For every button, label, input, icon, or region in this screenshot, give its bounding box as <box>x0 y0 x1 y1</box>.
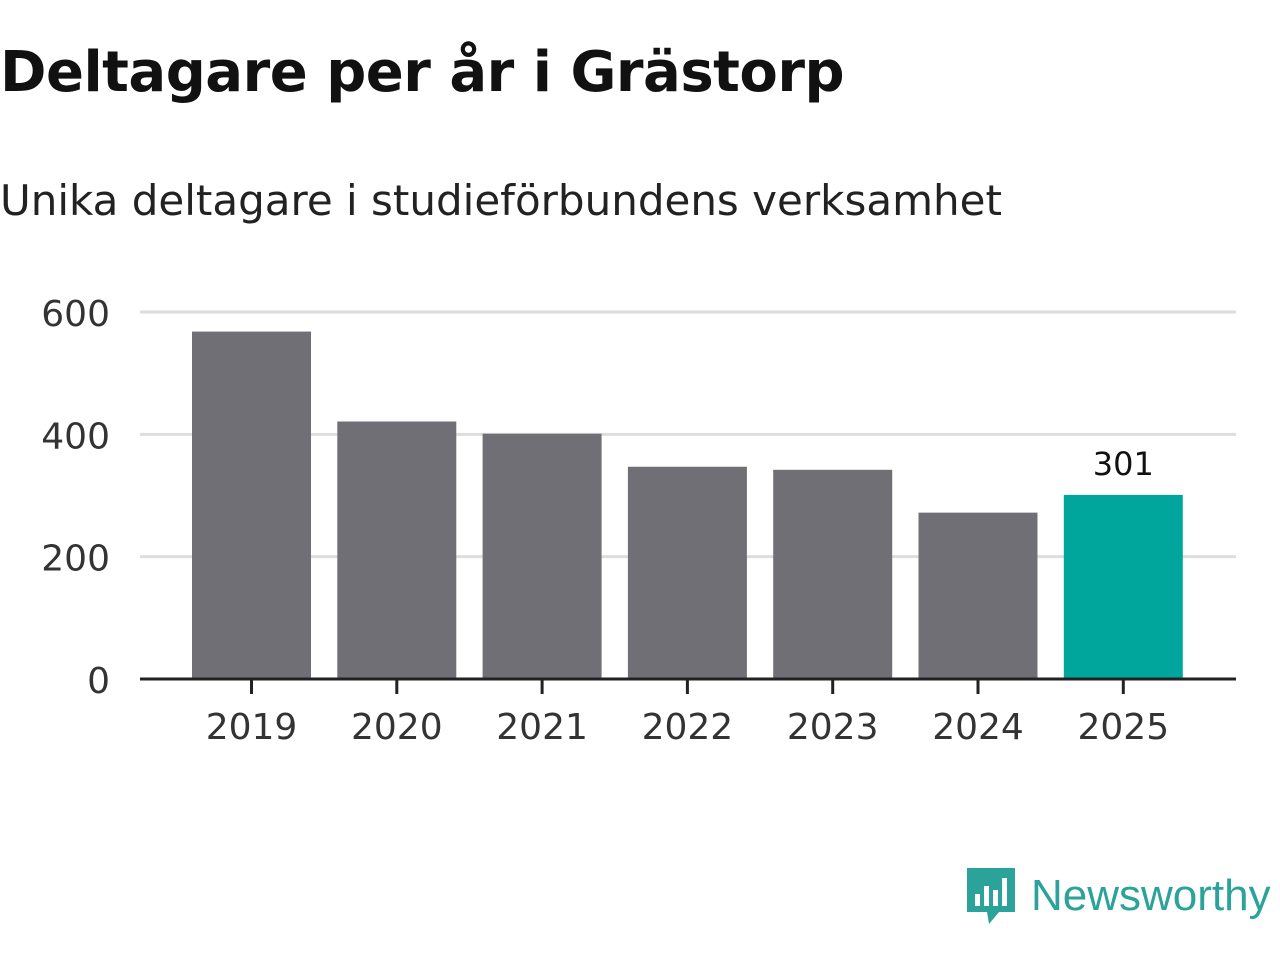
chart-title: Deltagare per år i Grästorp <box>0 40 845 105</box>
x-tick-label: 2023 <box>787 707 879 748</box>
x-tick-label: 2025 <box>1077 707 1169 748</box>
y-axis-tick-labels: 0 200 400 600 <box>41 294 110 702</box>
newsworthy-logo-text: Newsworthy <box>1031 871 1271 920</box>
bar-2022 <box>627 466 747 679</box>
chart-subtitle: Unika deltagare i studieförbundens verks… <box>0 176 1002 225</box>
bar-2025 <box>1063 494 1183 679</box>
bar-2024 <box>918 512 1038 679</box>
y-tick-label: 0 <box>87 661 110 702</box>
newsworthy-logo-icon <box>967 868 1015 924</box>
x-axis-tick-labels: 2019 2020 2021 2022 2023 2024 2025 <box>206 707 1169 748</box>
y-tick-label: 600 <box>41 294 110 335</box>
x-tick-label: 2019 <box>206 707 298 748</box>
newsworthy-logo: Newsworthy <box>963 864 1271 928</box>
x-tick-label: 2022 <box>642 707 734 748</box>
data-label: 301 <box>1093 445 1154 483</box>
y-tick-label: 400 <box>41 416 110 457</box>
x-tick-label: 2024 <box>932 707 1024 748</box>
x-tick-label: 2021 <box>496 707 588 748</box>
bar-2020 <box>337 421 457 679</box>
bars <box>192 331 1183 679</box>
bar-2023 <box>773 469 893 679</box>
bar-2021 <box>482 433 602 679</box>
data-labels: 301 <box>1093 445 1154 483</box>
y-tick-label: 200 <box>41 539 110 580</box>
bar-2019 <box>192 331 311 679</box>
x-tick-label: 2020 <box>351 707 443 748</box>
x-axis <box>140 677 1236 694</box>
